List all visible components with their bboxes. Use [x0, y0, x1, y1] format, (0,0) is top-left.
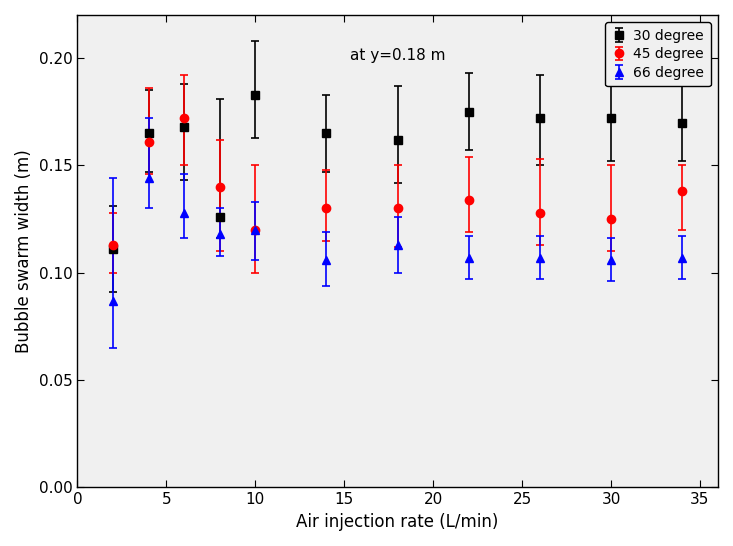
Legend: 30 degree, 45 degree, 66 degree: 30 degree, 45 degree, 66 degree: [605, 22, 711, 86]
Y-axis label: Bubble swarm width (m): Bubble swarm width (m): [15, 150, 33, 353]
Text: at y=0.18 m: at y=0.18 m: [350, 48, 446, 63]
X-axis label: Air injection rate (L/min): Air injection rate (L/min): [296, 513, 498, 531]
